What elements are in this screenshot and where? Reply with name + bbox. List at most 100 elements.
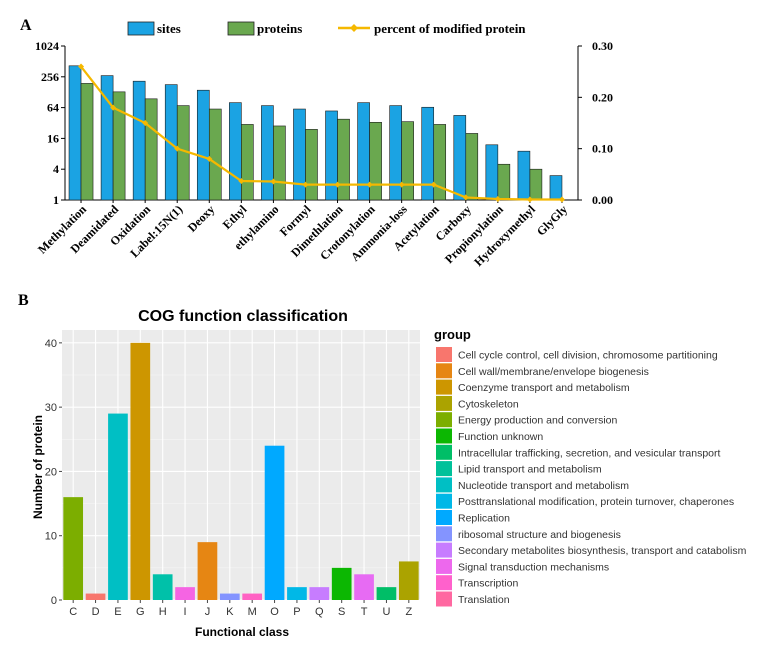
x-tick-label: Deoxy bbox=[185, 202, 218, 235]
bar-sites-10 bbox=[389, 105, 402, 201]
cog-bar-H bbox=[152, 574, 173, 600]
cog-bar-G bbox=[130, 342, 151, 600]
percent-point-1 bbox=[110, 104, 117, 111]
percent-point-3 bbox=[174, 145, 181, 152]
legend-label-6: Intracellular trafficking, secretion, an… bbox=[458, 447, 721, 459]
legend-swatch-6 bbox=[436, 444, 452, 460]
percent-line bbox=[80, 65, 562, 201]
bar-sites-13 bbox=[485, 144, 499, 201]
legend-label-15: Translation bbox=[458, 594, 510, 606]
bar-proteins-11 bbox=[433, 124, 447, 201]
panel-b-x-axis-label: Functional class bbox=[195, 625, 289, 639]
cog-bar-O bbox=[264, 445, 285, 600]
bar-sites-2 bbox=[132, 80, 146, 201]
y-tick-label: 40 bbox=[45, 338, 57, 350]
x-tick-label: C bbox=[69, 606, 77, 618]
legend-label-12: Secondary metabolites biosynthesis, tran… bbox=[458, 545, 747, 557]
x-tick-label: G bbox=[136, 606, 145, 618]
percent-point-13 bbox=[494, 195, 501, 202]
legend-swatch-8 bbox=[436, 477, 452, 493]
legend-swatch-5 bbox=[436, 428, 452, 444]
legend-swatch-13 bbox=[436, 558, 452, 574]
legend-swatch-15 bbox=[436, 591, 452, 607]
legend-label-14: Transcription bbox=[458, 578, 518, 590]
legend-label-0: Cell cycle control, cell division, chrom… bbox=[458, 350, 718, 362]
y-tick-label: 20 bbox=[45, 466, 57, 478]
legend-label-1: Cell wall/membrane/envelope biogenesis bbox=[458, 366, 649, 378]
x-tick-label: D bbox=[92, 606, 100, 618]
left-y-tick-label: 64 bbox=[47, 101, 59, 115]
x-tick-label: O bbox=[270, 606, 279, 618]
x-tick-label: U bbox=[382, 606, 390, 618]
percent-point-15 bbox=[558, 196, 565, 203]
legend-swatch-7 bbox=[436, 461, 452, 477]
cog-bar-S bbox=[331, 567, 352, 600]
legend-sites-swatch bbox=[127, 21, 155, 36]
legend-label-4: Energy production and conversion bbox=[458, 415, 618, 427]
bar-sites-4 bbox=[196, 89, 210, 201]
legend-sites-label: sites bbox=[157, 21, 181, 36]
panel-b-y-axis-label: Number of protein bbox=[31, 415, 45, 519]
bar-proteins-9 bbox=[369, 122, 382, 201]
percent-point-9 bbox=[366, 181, 373, 188]
percent-point-12 bbox=[462, 194, 469, 201]
percent-point-0 bbox=[78, 63, 85, 70]
legend-swatch-2 bbox=[436, 379, 452, 395]
bar-sites-0 bbox=[68, 65, 82, 201]
bar-sites-5 bbox=[229, 102, 242, 201]
bar-sites-7 bbox=[293, 108, 306, 201]
legend-label-11: ribosomal structure and biogenesis bbox=[458, 529, 621, 541]
legend-label-3: Cytoskeleton bbox=[458, 398, 519, 410]
x-tick-label: I bbox=[184, 606, 187, 618]
left-y-tick-label: 4 bbox=[53, 162, 59, 176]
cog-bar-Q bbox=[309, 587, 330, 600]
x-tick-label: T bbox=[361, 606, 368, 618]
panel-b-legend-title: group bbox=[434, 327, 471, 342]
y-tick-label: 10 bbox=[45, 531, 57, 543]
bar-proteins-12 bbox=[465, 133, 479, 201]
right-y-tick-label: 0.00 bbox=[592, 193, 613, 207]
legend-swatch-0 bbox=[436, 347, 452, 362]
panel-b-title: COG function classification bbox=[138, 308, 348, 325]
bar-proteins-2 bbox=[144, 98, 158, 201]
panel-b-legend: Cell cycle control, cell division, chrom… bbox=[436, 347, 747, 607]
percent-point-2 bbox=[142, 120, 149, 126]
legend-swatch-10 bbox=[436, 510, 452, 525]
percent-point-14 bbox=[526, 196, 533, 203]
legend-label-10: Replication bbox=[458, 513, 510, 525]
bar-proteins-4 bbox=[208, 108, 222, 201]
left-y-tick-label: 16 bbox=[47, 131, 59, 145]
legend-label-2: Coenzyme transport and metabolism bbox=[458, 382, 630, 394]
percent-point-11 bbox=[430, 181, 437, 188]
x-tick-label: E bbox=[114, 606, 121, 618]
x-tick-label: H bbox=[159, 606, 167, 618]
x-tick-label: M bbox=[248, 606, 257, 618]
legend-swatch-11 bbox=[436, 526, 452, 542]
legend-label-7: Lipid transport and metabolism bbox=[458, 464, 602, 476]
legend-label-8: Nucleotide transport and metabolism bbox=[458, 480, 629, 492]
panel-a-legend: sites proteins percent of modified prote… bbox=[127, 21, 526, 36]
panel-b-label: B bbox=[18, 292, 29, 309]
y-tick-label: 30 bbox=[45, 402, 57, 414]
percent-point-6 bbox=[270, 178, 277, 185]
bar-proteins-7 bbox=[305, 129, 318, 201]
legend-swatch-1 bbox=[436, 363, 452, 379]
bar-proteins-6 bbox=[273, 125, 286, 201]
bar-proteins-1 bbox=[112, 91, 126, 201]
legend-line-label: percent of modified protein bbox=[374, 21, 526, 36]
legend-label-13: Signal transduction mechanisms bbox=[458, 561, 609, 573]
percent-point-5 bbox=[238, 178, 245, 185]
cog-bar-M bbox=[242, 593, 263, 600]
left-y-tick-label: 256 bbox=[41, 70, 59, 84]
x-tick-label: Z bbox=[405, 606, 412, 618]
panel-b-plot: 0 10 20 30 40 C D E G H I J K M O P Q S T U Z bbox=[45, 330, 420, 618]
bar-sites-15 bbox=[549, 175, 563, 201]
percent-point-4 bbox=[206, 155, 213, 162]
cog-bar-U bbox=[376, 587, 397, 600]
cog-bar-E bbox=[108, 413, 128, 600]
legend-line-marker bbox=[350, 24, 358, 32]
bar-proteins-10 bbox=[401, 121, 414, 201]
right-y-tick-label: 0.20 bbox=[592, 90, 613, 104]
x-tick-label: J bbox=[205, 606, 211, 618]
